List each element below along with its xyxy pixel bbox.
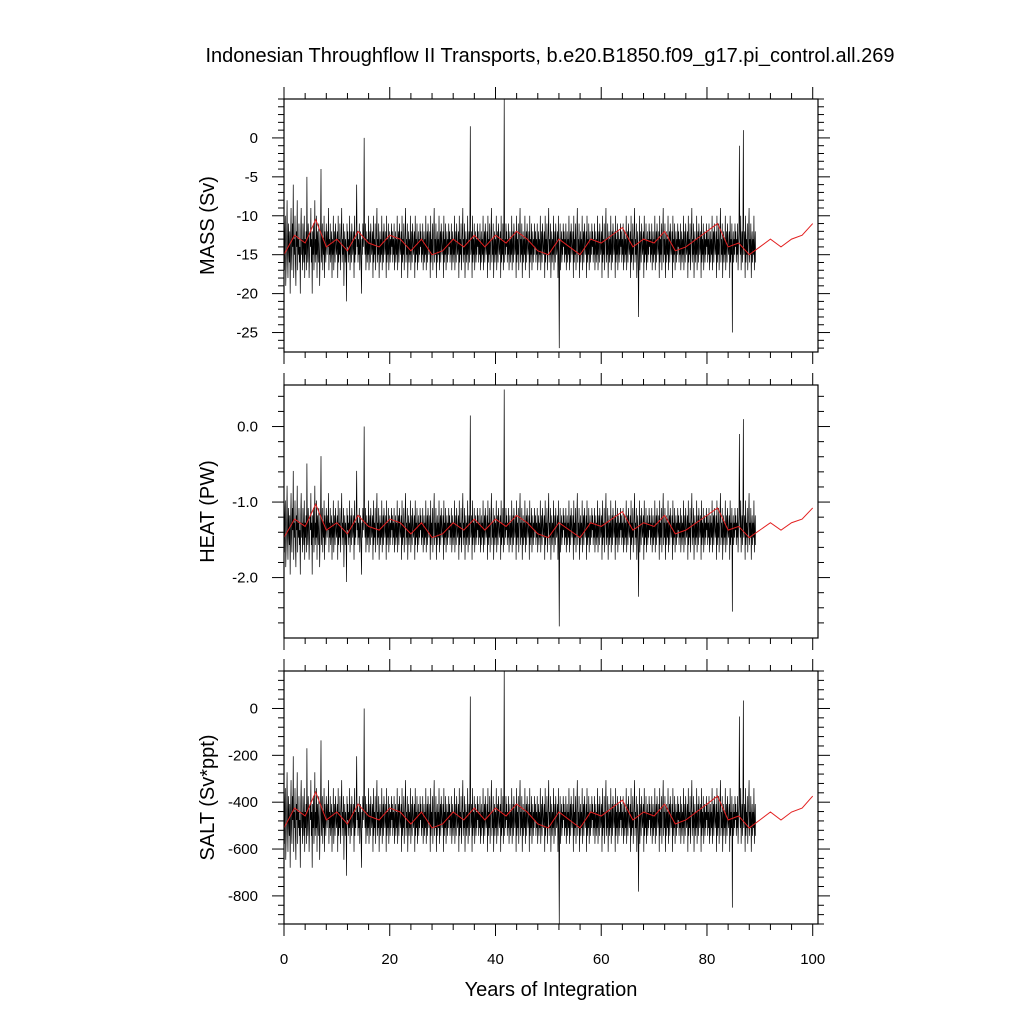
x-tick-label: 80 [699,951,716,968]
salt-y-tick-label: -200 [228,747,258,764]
salt-panel-frame [283,670,819,925]
mass-y-tick-label: -25 [236,325,258,342]
mass-y-tick-label: 0 [250,130,258,147]
heat-y-tick-label: -2.0 [232,570,258,587]
x-tick-label: 60 [593,951,610,968]
heat-monthly-series-line [284,389,757,627]
x-tick-label: 0 [280,951,288,968]
salt-y-tick-label: -600 [228,841,258,858]
x-tick-label: 20 [381,951,398,968]
x-tick-label: 100 [800,951,825,968]
mass-y-tick-label: -5 [245,169,258,186]
salt-y-axis-label: SALT (Sv*ppt) [197,735,219,861]
x-tick-label: 40 [487,951,504,968]
salt-annual-mean-line [284,790,814,829]
heat-y-axis-label: HEAT (PW) [197,460,219,563]
heat-y-tick-label: -1.0 [232,494,258,511]
salt-y-tick-label: -400 [228,794,258,811]
salt-monthly-series-line [284,671,757,924]
mass-panel-frame [283,98,819,353]
mass-annual-mean-line [284,218,814,256]
mass-y-tick-label: -20 [236,286,258,303]
page-title: Indonesian Throughflow II Transports, b.… [205,45,895,67]
salt-y-tick-label: -800 [228,888,258,905]
mass-y-axis-label: MASS (Sv) [197,176,219,275]
x-axis-label: Years of Integration [465,979,638,1001]
mass-y-tick-label: -10 [236,208,258,225]
heat-y-tick-label: 0.0 [237,419,258,436]
heat-panel-frame [283,384,819,639]
mass-y-tick-label: -15 [236,247,258,264]
salt-y-tick-label: 0 [250,700,258,717]
mass-monthly-series-line [284,99,757,349]
heat-annual-mean-line [284,503,814,539]
